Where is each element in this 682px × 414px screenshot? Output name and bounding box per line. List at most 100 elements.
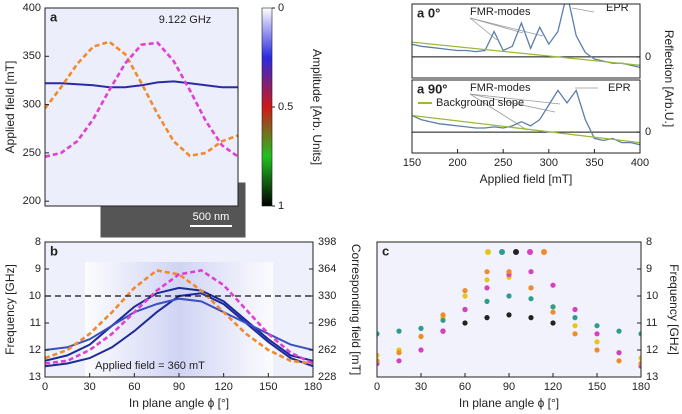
point (528, 269, 534, 275)
point (396, 358, 402, 364)
series-line (45, 80, 238, 89)
legend-marker (513, 249, 519, 255)
legend-marker (485, 249, 491, 255)
annotation: EPR (608, 82, 631, 94)
point (594, 347, 600, 353)
legend-label: Background slope (436, 97, 524, 109)
plot-area (45, 40, 238, 158)
x-tick-label: 200 (448, 157, 466, 169)
legend-marker (527, 249, 533, 255)
x-tick-label: 400 (631, 157, 649, 169)
plot-area (45, 269, 313, 368)
x-tick-label: 120 (214, 381, 232, 393)
annotation: FMR-modes (470, 82, 531, 94)
heatmap-bg (45, 8, 238, 206)
panel-label: a 0° (417, 5, 440, 20)
annotation: FMR-modes (470, 6, 531, 18)
x-tick-label: 0 (42, 381, 48, 393)
legend-marker (541, 249, 547, 255)
arrows (469, 7, 598, 131)
point (638, 360, 641, 367)
point (550, 304, 556, 310)
y2-tick-label: 13 (646, 371, 658, 383)
point (462, 306, 468, 313)
point (506, 293, 512, 299)
y-tick-label: 350 (23, 50, 41, 62)
x-axis-label: In plane angle ϕ [°] (459, 396, 559, 410)
point (616, 328, 622, 334)
frame (411, 79, 641, 154)
y2-tick-label: 0 (645, 51, 651, 63)
y2-tick-label: 12 (646, 344, 658, 356)
x-tick-label: 30 (84, 381, 96, 393)
frame (44, 241, 314, 378)
frame (376, 241, 642, 378)
colorbar-tick-label: 0.5 (278, 101, 293, 113)
panel-label: a (50, 9, 58, 24)
y2-tick-label: 0 (645, 126, 651, 138)
y2-tick-label: 262 (318, 344, 336, 356)
y-tick-label: 200 (23, 195, 41, 207)
y-tick-label: 9 (35, 263, 41, 275)
point (550, 309, 556, 315)
colorbar-label: Amplitude [Arb. Units] (310, 49, 324, 165)
point (638, 331, 641, 337)
point (528, 315, 534, 321)
point (462, 320, 468, 326)
plot-area (412, 4, 640, 69)
point (550, 282, 556, 288)
scale-label: 500 nm (193, 211, 230, 223)
y-axis-label: Applied field [mT] (3, 61, 17, 154)
plot-area (412, 88, 640, 146)
point (418, 325, 424, 331)
colorbar-tick-label: 0 (278, 2, 284, 14)
y2-tick-label: 364 (318, 263, 336, 275)
point (462, 293, 468, 299)
x-tick-label: 180 (304, 381, 322, 393)
series-line (45, 41, 238, 158)
colorbar (261, 7, 273, 207)
series-line (45, 269, 313, 365)
legend-marker (499, 249, 505, 255)
y2-axis-label: Corresponding field [mT] (349, 244, 363, 375)
annotation: 9.122 GHz (159, 14, 212, 26)
heatmap-bg (377, 242, 641, 377)
point (396, 328, 402, 334)
panel-label: a 90° (417, 81, 448, 96)
series-line (412, 114, 640, 144)
point (506, 269, 512, 275)
y-tick-label: 8 (35, 236, 41, 248)
series-line (412, 41, 640, 66)
point (616, 350, 622, 356)
point (572, 306, 578, 313)
x-tick-label: 60 (459, 381, 471, 393)
y-tick-label: 250 (23, 147, 41, 159)
y2-tick-label: 8 (646, 236, 652, 248)
x-tick-label: 90 (503, 381, 515, 393)
x-tick-label: 350 (585, 157, 603, 169)
y-axis-label: Frequency [GHz] (3, 264, 17, 355)
point (528, 285, 534, 291)
point (638, 355, 641, 361)
x-tick-label: 60 (128, 381, 140, 393)
plot-area (377, 269, 641, 369)
series-line (45, 269, 313, 365)
point (506, 312, 512, 318)
y2-tick-label: 10 (646, 290, 658, 302)
series-line (45, 286, 313, 362)
point (440, 317, 446, 323)
y2-tick-label: 330 (318, 290, 336, 302)
point (377, 331, 380, 337)
annotation: Applied field = 360 mT (95, 360, 205, 372)
x-tick-label: 180 (632, 381, 650, 393)
point (418, 333, 424, 340)
x-tick-label: 30 (415, 381, 427, 393)
point (616, 358, 622, 364)
point (594, 331, 600, 337)
point (462, 288, 468, 294)
x-axis-label: Applied field [mT] (480, 172, 573, 186)
frame (44, 7, 239, 207)
point (377, 358, 380, 364)
colorbar-tick-label: 1 (278, 200, 284, 212)
y-tick-label: 300 (23, 98, 41, 110)
